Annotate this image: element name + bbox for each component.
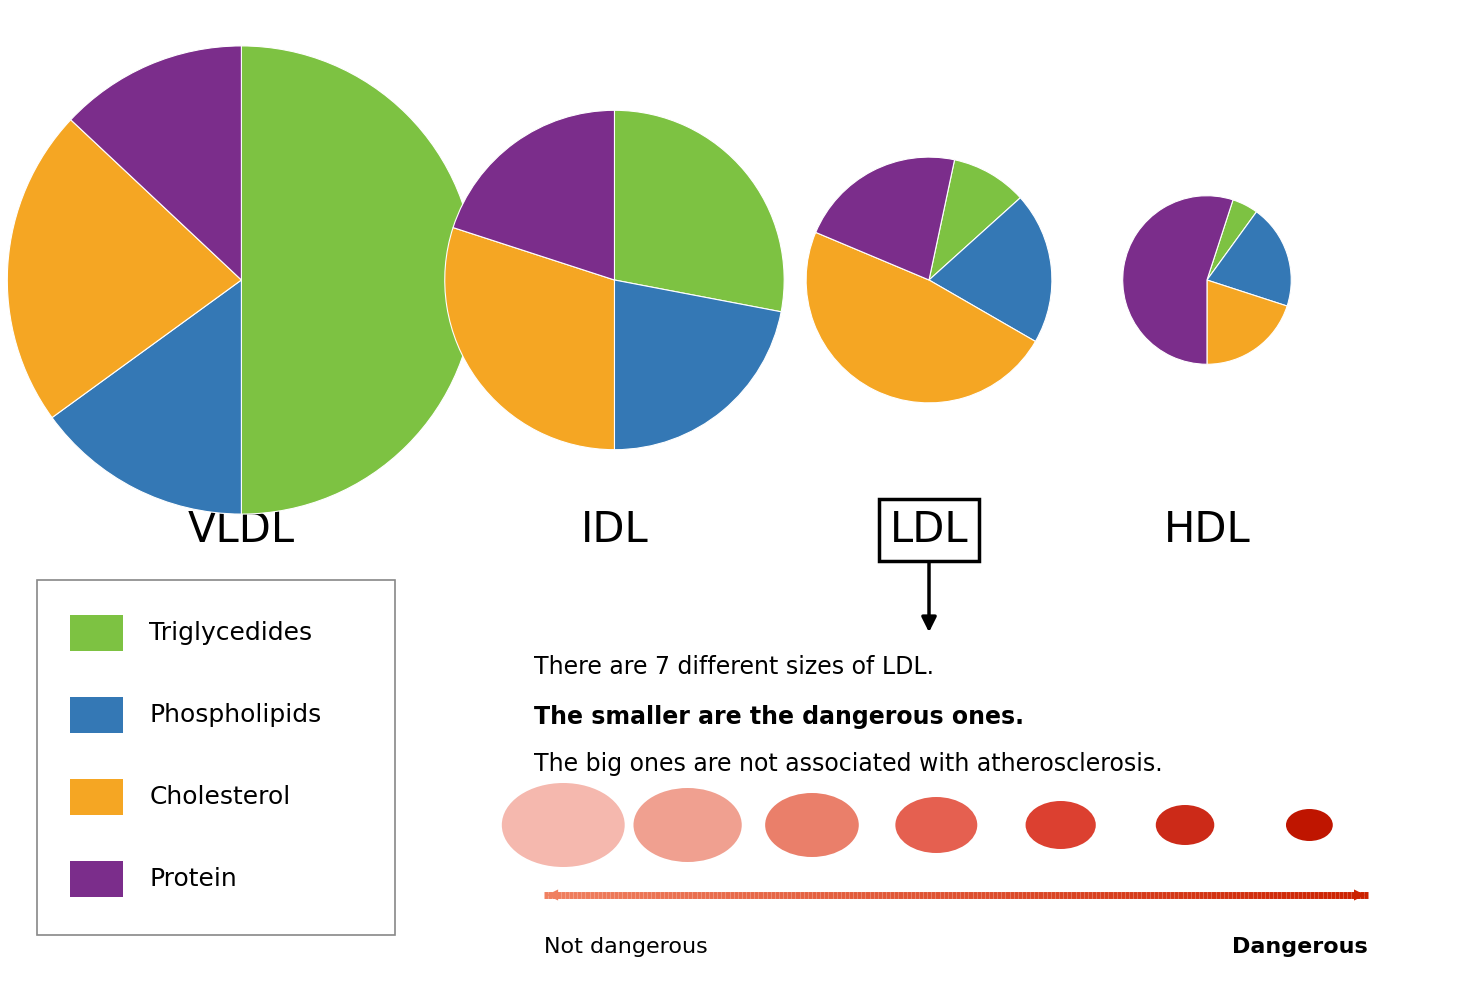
Text: The big ones are not associated with atherosclerosis.: The big ones are not associated with ath…	[534, 752, 1163, 776]
Wedge shape	[454, 110, 614, 280]
Wedge shape	[1122, 196, 1233, 364]
Wedge shape	[816, 157, 954, 280]
Text: Phospholipids: Phospholipids	[149, 703, 322, 727]
Wedge shape	[614, 110, 784, 312]
Circle shape	[633, 788, 742, 862]
Bar	[70, 697, 123, 733]
Wedge shape	[70, 46, 241, 280]
Wedge shape	[1207, 200, 1257, 280]
Wedge shape	[1207, 280, 1287, 364]
Wedge shape	[241, 46, 475, 514]
Text: VLDL: VLDL	[187, 509, 296, 551]
Circle shape	[1286, 809, 1333, 841]
Text: Dangerous: Dangerous	[1232, 937, 1368, 957]
FancyArrowPatch shape	[923, 556, 935, 628]
Circle shape	[895, 797, 977, 853]
FancyArrowPatch shape	[1334, 889, 1365, 901]
Circle shape	[1026, 801, 1096, 849]
Wedge shape	[445, 228, 614, 450]
Text: HDL: HDL	[1163, 509, 1251, 551]
Wedge shape	[53, 280, 241, 514]
Wedge shape	[1207, 212, 1292, 306]
Bar	[70, 779, 123, 815]
Text: Not dangerous: Not dangerous	[544, 937, 708, 957]
Text: Protein: Protein	[149, 867, 237, 891]
Text: Cholesterol: Cholesterol	[149, 785, 291, 809]
Bar	[70, 615, 123, 651]
Text: IDL: IDL	[581, 509, 648, 551]
Bar	[70, 861, 123, 897]
Wedge shape	[614, 280, 781, 450]
Wedge shape	[929, 160, 1020, 280]
Circle shape	[1156, 805, 1214, 845]
Text: There are 7 different sizes of LDL.: There are 7 different sizes of LDL.	[534, 655, 933, 679]
Circle shape	[765, 793, 859, 857]
Text: The smaller are the dangerous ones.: The smaller are the dangerous ones.	[534, 705, 1024, 729]
Wedge shape	[7, 120, 241, 418]
Circle shape	[502, 783, 625, 867]
Text: Triglycedides: Triglycedides	[149, 621, 313, 645]
FancyArrowPatch shape	[547, 889, 578, 901]
Wedge shape	[806, 232, 1036, 403]
Wedge shape	[929, 198, 1052, 341]
FancyBboxPatch shape	[37, 580, 395, 935]
Text: LDL: LDL	[890, 509, 969, 551]
